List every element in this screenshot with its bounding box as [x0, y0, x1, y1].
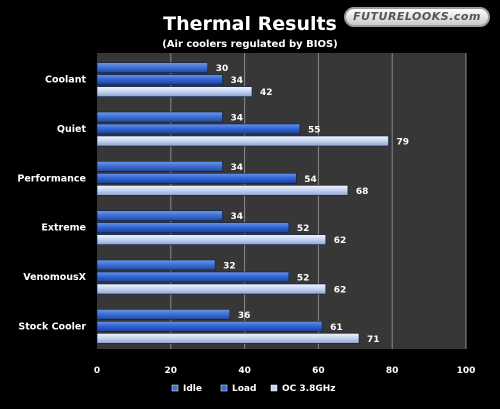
- legend-swatch-load: [220, 384, 228, 392]
- data-label-extreme-load: 52: [297, 224, 310, 234]
- data-label-venomousx-idle: 32: [223, 262, 236, 272]
- category-label-coolant: Coolant: [45, 75, 86, 86]
- category-label-performance: Performance: [17, 173, 86, 184]
- futurelooks-logo: FUTURELOOKS.com: [344, 7, 490, 27]
- bar-stock-cooler-load: [96, 321, 323, 332]
- bar-venomousx-idle: [96, 259, 216, 271]
- bar-quiet-oc-3-8ghz: [96, 135, 389, 147]
- data-label-stock-cooler-load: 61: [330, 323, 343, 333]
- bar-venomousx-load: [96, 271, 290, 283]
- data-label-quiet-oc-3-8ghz: 79: [397, 138, 410, 148]
- data-label-venomousx-oc-3-8ghz: 62: [334, 286, 347, 296]
- x-tick-label-20: 20: [165, 366, 178, 376]
- plot-area: [97, 53, 466, 349]
- data-label-quiet-idle: 34: [230, 114, 243, 124]
- data-label-performance-idle: 34: [230, 163, 243, 173]
- data-label-stock-cooler-idle: 36: [238, 311, 251, 321]
- bar-coolant-oc-3-8ghz: [96, 86, 253, 97]
- category-label-stock-cooler: Stock Cooler: [18, 321, 86, 332]
- data-label-venomousx-load: 52: [297, 274, 310, 284]
- data-label-quiet-load: 55: [308, 126, 321, 136]
- bar-coolant-idle: [96, 62, 208, 73]
- category-label-quiet: Quiet: [57, 124, 87, 135]
- bar-extreme-load: [96, 222, 290, 233]
- x-tick-label-80: 80: [386, 366, 399, 376]
- category-label-extreme: Extreme: [41, 223, 86, 234]
- x-tick-label-40: 40: [238, 366, 251, 376]
- x-tick-label-100: 100: [457, 366, 476, 376]
- category-label-venomousx: VenomousX: [23, 272, 86, 283]
- x-tick-label-0: 0: [94, 366, 100, 376]
- bar-extreme-oc-3-8ghz: [96, 234, 327, 245]
- data-label-performance-load: 54: [304, 175, 317, 185]
- bar-performance-load: [96, 173, 297, 184]
- data-label-coolant-load: 34: [230, 76, 243, 86]
- x-tick-label-60: 60: [312, 366, 325, 376]
- data-label-extreme-idle: 34: [230, 212, 243, 222]
- data-label-performance-oc-3-8ghz: 68: [356, 187, 369, 197]
- bar-extreme-idle: [96, 210, 223, 221]
- legend-label-idle: Idle: [183, 384, 202, 394]
- bar-performance-idle: [96, 161, 223, 172]
- bar-coolant-load: [96, 74, 223, 85]
- bar-stock-cooler-idle: [96, 309, 231, 320]
- legend-swatch-idle: [171, 384, 179, 392]
- bar-venomousx-oc-3-8ghz: [96, 283, 327, 295]
- data-label-extreme-oc-3-8ghz: 62: [334, 236, 347, 246]
- data-label-coolant-oc-3-8ghz: 42: [260, 88, 273, 98]
- bar-stock-cooler-oc-3-8ghz: [96, 333, 360, 344]
- bar-quiet-load: [96, 123, 301, 135]
- chart-title: Thermal Results: [163, 13, 337, 35]
- legend-swatch-oc-3-8ghz: [270, 384, 278, 392]
- data-label-stock-cooler-oc-3-8ghz: 71: [367, 335, 380, 345]
- bar-performance-oc-3-8ghz: [96, 185, 349, 196]
- data-label-coolant-idle: 30: [216, 64, 229, 74]
- chart-subtitle: (Air coolers regulated by BIOS): [162, 39, 338, 50]
- legend-label-load: Load: [232, 384, 256, 394]
- bar-quiet-idle: [96, 111, 223, 123]
- legend-label-oc-3-8ghz: OC 3.8GHz: [282, 384, 336, 394]
